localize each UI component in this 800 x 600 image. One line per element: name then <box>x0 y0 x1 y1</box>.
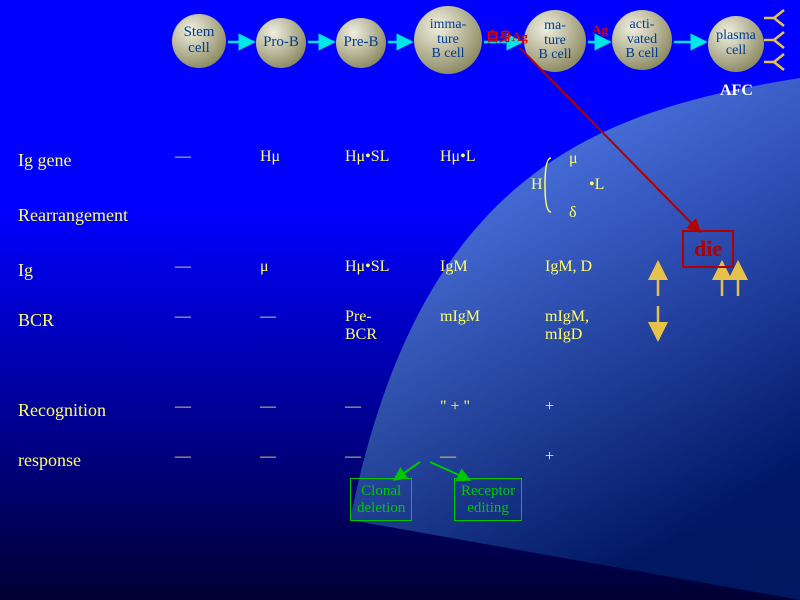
resp-1: — <box>260 448 276 466</box>
iggene-2: Hμ•SL <box>345 148 389 166</box>
iggene-3: Hμ•L <box>440 148 476 166</box>
resp-2: — <box>345 448 361 466</box>
row-label-0: Ig gene <box>18 150 71 171</box>
antibody-icon-0 <box>764 10 784 26</box>
ig-1: μ <box>260 258 269 276</box>
ig-3: IgM <box>440 258 468 276</box>
annotation-selfAg: 自身Ag <box>486 26 528 45</box>
antibody-icon-2 <box>764 54 784 70</box>
recog-1: — <box>260 398 276 416</box>
bcr-1: — <box>260 308 276 326</box>
die-box: die <box>682 230 734 268</box>
resp-0: — <box>175 448 191 466</box>
greenbox-redit: Receptor editing <box>454 478 522 521</box>
resp-3: — <box>440 448 456 466</box>
recog-2: — <box>345 398 361 416</box>
ig-4: IgM, D <box>545 258 592 276</box>
antibody-icon-1 <box>764 32 784 48</box>
iggene-H: H <box>531 176 543 194</box>
iggene-1: Hμ <box>260 148 280 166</box>
bcr-2: Pre- BCR <box>345 308 377 344</box>
iggene-delta: δ <box>569 204 577 222</box>
row-label-2: Ig <box>18 260 33 281</box>
cell-label-act: acti- vated B cell <box>612 10 672 70</box>
cell-label-preb: Pre-B <box>336 18 386 68</box>
bcr-4: mIgM, mIgD <box>545 308 589 344</box>
recog-4: + <box>545 398 554 416</box>
diagram-stage: Stem cell Pro-B Pre-B imma- ture B cell ma- … <box>0 0 800 600</box>
cell-label-imm: imma- ture B cell <box>414 6 482 74</box>
row-label-3: BCR <box>18 310 54 331</box>
annotation-Ag: Ag <box>592 22 608 38</box>
greenbox-clonal: Clonal deletion <box>350 478 412 521</box>
iggene-L: •L <box>589 176 604 194</box>
iggene-mu: μ <box>569 150 578 168</box>
recog-0: — <box>175 398 191 416</box>
row-label-4: Recognition <box>18 400 106 421</box>
cell-label-mat: ma- ture B cell <box>524 10 586 72</box>
afc-label: AFC <box>720 82 753 100</box>
resp-4: + <box>545 448 554 466</box>
row-label-1: Rearrangement <box>18 205 128 226</box>
ig-2: Hμ•SL <box>345 258 389 276</box>
iggene-0: — <box>175 148 191 166</box>
cell-label-stem: Stem cell <box>172 14 226 68</box>
bcr-0: — <box>175 308 191 326</box>
cell-label-plasma: plasma cell <box>708 16 764 72</box>
bcr-3: mIgM <box>440 308 480 326</box>
cell-label-prob: Pro-B <box>256 18 306 68</box>
ig-0: — <box>175 258 191 276</box>
recog-3: " + " <box>440 398 470 416</box>
row-label-5: response <box>18 450 81 471</box>
